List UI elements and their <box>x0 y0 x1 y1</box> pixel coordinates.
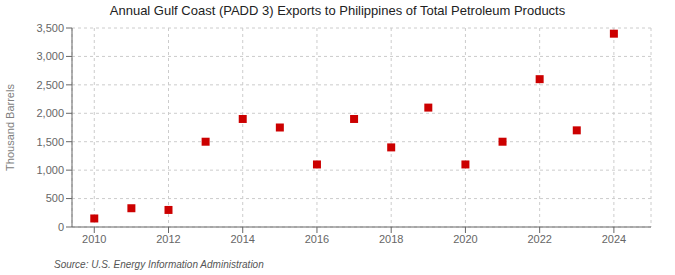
svg-text:2012: 2012 <box>156 233 180 245</box>
svg-text:2010: 2010 <box>82 233 106 245</box>
svg-text:2020: 2020 <box>453 233 477 245</box>
html-text:Annual Gulf Coast (PADD 3) Exp: Annual Gulf Coast (PADD 3) Exports to Ph… <box>109 3 566 18</box>
svg-text:Thousand Barrels: Thousand Barrels <box>8 84 16 171</box>
svg-text:0: 0 <box>58 221 64 233</box>
svg-text:1,500: 1,500 <box>36 136 64 148</box>
svg-text:2022: 2022 <box>527 233 551 245</box>
svg-text:2,500: 2,500 <box>36 79 64 91</box>
svg-text:1,000: 1,000 <box>36 164 64 176</box>
html-text:Source: U.S. Energy Informatio: Source: U.S. Energy Information Administ… <box>54 259 264 270</box>
svg-text:2024: 2024 <box>602 233 626 245</box>
svg-text:2014: 2014 <box>230 233 254 245</box>
svg-text:2016: 2016 <box>305 233 329 245</box>
svg-text:500: 500 <box>46 192 64 204</box>
svg-text:2,000: 2,000 <box>36 107 64 119</box>
svg-text:2018: 2018 <box>379 233 403 245</box>
svg-text:3,000: 3,000 <box>36 50 64 62</box>
svg-text:3,500: 3,500 <box>36 22 64 34</box>
